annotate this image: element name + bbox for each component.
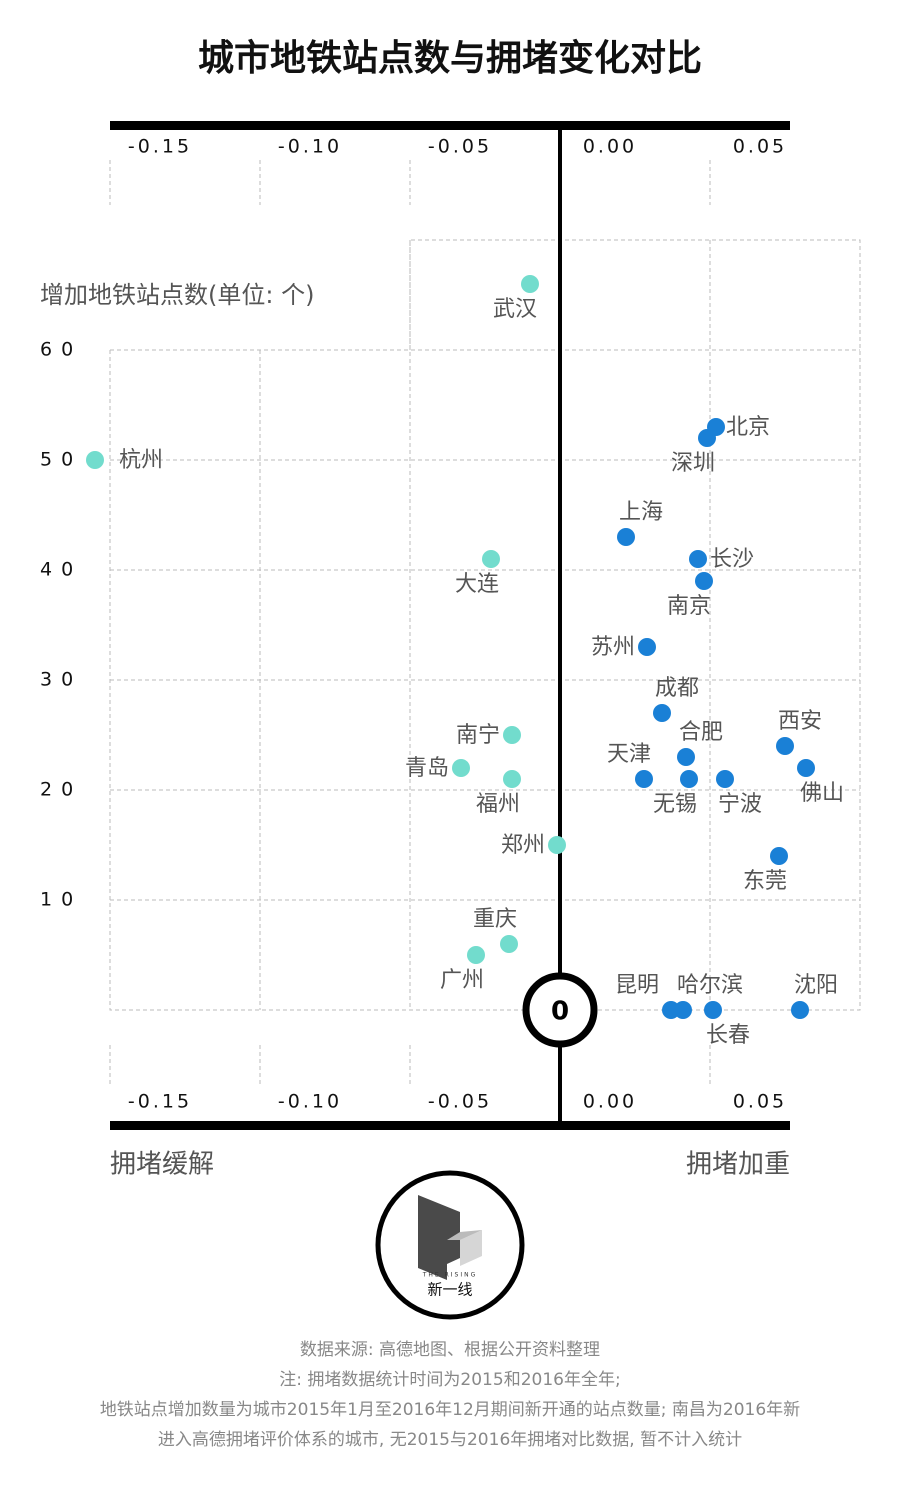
point bbox=[500, 935, 518, 953]
point bbox=[503, 770, 521, 788]
point bbox=[698, 429, 716, 447]
point bbox=[617, 528, 635, 546]
point-label: 上海 bbox=[619, 500, 663, 525]
point bbox=[776, 737, 794, 755]
point-label: 杭州 bbox=[119, 448, 163, 473]
logo-name: 新一线 bbox=[427, 1281, 472, 1299]
point bbox=[653, 704, 671, 722]
note: 注: 拥堵数据统计时间为2015和2016年全年; bbox=[279, 1370, 620, 1390]
x-tick-label: 0.00 bbox=[583, 136, 637, 158]
point bbox=[704, 1001, 722, 1019]
note: 进入高德拥堵评价体系的城市, 无2015与2016年拥堵对比数据, 暂不计入统计 bbox=[158, 1430, 742, 1450]
bottom-bar bbox=[110, 1121, 790, 1130]
point bbox=[467, 946, 485, 964]
y-tick-label: 60 bbox=[40, 339, 82, 361]
point-label: 南京 bbox=[667, 594, 711, 619]
grid bbox=[109, 160, 861, 1085]
origin-ring bbox=[522, 972, 598, 1048]
point-label: 大连 bbox=[455, 572, 499, 597]
point bbox=[797, 759, 815, 777]
point bbox=[482, 550, 500, 568]
point-label: 福州 bbox=[476, 792, 520, 817]
point-label: 广州 bbox=[440, 968, 484, 993]
point-label: 深圳 bbox=[671, 451, 715, 476]
logo-mark bbox=[418, 1195, 460, 1280]
x-tick-label: 0.05 bbox=[733, 136, 787, 158]
x-tick-label: 0.00 bbox=[583, 1091, 637, 1113]
point-label: 天津 bbox=[607, 742, 651, 767]
x-tick-label: -0.05 bbox=[428, 136, 492, 158]
point bbox=[452, 759, 470, 777]
point-label: 郑州 bbox=[501, 833, 545, 858]
point bbox=[521, 275, 539, 293]
logo: THE RISING 新一线 bbox=[375, 1170, 525, 1320]
note: 数据来源: 高德地图、根据公开资料整理 bbox=[300, 1340, 600, 1360]
point bbox=[680, 770, 698, 788]
point-label: 北京 bbox=[726, 415, 770, 440]
x-tick-label: -0.05 bbox=[428, 1091, 492, 1113]
x-label-left: 拥堵缓解 bbox=[110, 1150, 214, 1180]
point bbox=[548, 836, 566, 854]
x-tick-label: -0.10 bbox=[278, 1091, 342, 1113]
point-label: 成都 bbox=[655, 676, 699, 701]
logo-cube bbox=[460, 1230, 482, 1266]
point-label: 青岛 bbox=[405, 756, 449, 781]
x-tick-label: -0.15 bbox=[128, 136, 192, 158]
point bbox=[503, 726, 521, 744]
notes: 数据来源: 高德地图、根据公开资料整理 注: 拥堵数据统计时间为2015和201… bbox=[100, 1340, 800, 1450]
note: 地铁站点增加数量为城市2015年1月至2016年12月期间新开通的站点数量; 南… bbox=[100, 1400, 800, 1420]
logo-cube-top bbox=[447, 1230, 482, 1240]
x-tick-label: 0.05 bbox=[733, 1091, 787, 1113]
point-label: 西安 bbox=[778, 709, 822, 734]
point bbox=[695, 572, 713, 590]
point-label: 武汉 bbox=[493, 297, 537, 322]
plot-frame bbox=[109, 239, 861, 1011]
chart-title: 城市地铁站点数与拥堵变化对比 bbox=[198, 37, 702, 79]
point bbox=[716, 770, 734, 788]
x-tick-label: -0.10 bbox=[278, 136, 342, 158]
point-label: 南宁 bbox=[456, 723, 500, 748]
x-tick-label: -0.15 bbox=[128, 1091, 192, 1113]
point-label: 东莞 bbox=[743, 869, 787, 894]
point-label: 重庆 bbox=[473, 907, 517, 932]
point bbox=[674, 1001, 692, 1019]
point-label: 沈阳 bbox=[794, 973, 838, 998]
point bbox=[770, 847, 788, 865]
y-tick-label: 50 bbox=[40, 449, 82, 471]
point bbox=[791, 1001, 809, 1019]
point bbox=[689, 550, 707, 568]
point-label: 宁波 bbox=[718, 792, 762, 817]
top-bar bbox=[110, 121, 790, 130]
point bbox=[677, 748, 695, 766]
point bbox=[86, 451, 104, 469]
point-label: 佛山 bbox=[800, 781, 844, 806]
y-tick-label: 20 bbox=[40, 779, 82, 801]
point-label: 长春 bbox=[706, 1023, 750, 1048]
point-label: 长沙 bbox=[710, 547, 754, 572]
point-label: 无锡 bbox=[653, 792, 697, 817]
point bbox=[635, 770, 653, 788]
y-tick-label: 30 bbox=[40, 669, 82, 691]
x-label-right: 拥堵加重 bbox=[686, 1150, 790, 1180]
y-axis-label: 增加地铁站点数(单位: 个) bbox=[40, 281, 314, 309]
point-label: 苏州 bbox=[591, 635, 635, 660]
y-tick-label: 10 bbox=[40, 889, 82, 911]
logo-tagline: THE RISING bbox=[422, 1272, 478, 1279]
point bbox=[638, 638, 656, 656]
y-tick-label: 40 bbox=[40, 559, 82, 581]
point-label: 合肥 bbox=[679, 720, 723, 745]
point-label: 昆明 bbox=[615, 973, 659, 998]
point-label: 哈尔滨 bbox=[677, 973, 743, 998]
origin-label: 0 bbox=[551, 997, 569, 1027]
